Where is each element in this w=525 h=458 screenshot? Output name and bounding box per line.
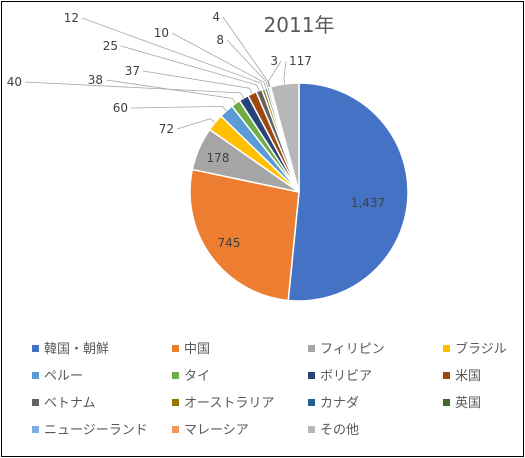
legend-label: ボリビア [320, 369, 372, 384]
legend-label: ブラジル [455, 341, 507, 357]
legend-swatch [172, 372, 179, 379]
legend-item: マレーシア [172, 423, 249, 438]
legend-item: 米国 [443, 369, 481, 384]
legend-label: 中国 [184, 342, 210, 357]
legend-item: フィリピン [308, 342, 385, 357]
legend-item: 中国 [172, 342, 210, 357]
legend-swatch [443, 372, 450, 379]
data-label: 60 [113, 101, 128, 115]
legend-label: カナダ [320, 396, 359, 411]
legend-swatch [32, 372, 39, 379]
leader-line [120, 45, 260, 91]
data-label: 8 [216, 33, 224, 47]
data-label: 40 [7, 75, 22, 89]
leader-line [226, 39, 269, 88]
pie-slice [269, 82, 300, 193]
legend-swatch [308, 399, 315, 406]
legend-swatch [32, 399, 39, 406]
legend-item: オーストラリア [172, 396, 274, 411]
leader-line [130, 105, 227, 112]
legend-swatch [308, 426, 315, 433]
data-label: 4 [212, 10, 220, 24]
leader-line [142, 70, 253, 94]
data-label: 72 [159, 122, 174, 136]
legend-label: ベトナム [44, 396, 96, 411]
leader-line [81, 17, 264, 90]
legend-label: その他 [320, 423, 359, 438]
legend-swatch [443, 399, 450, 406]
leader-line [283, 60, 287, 84]
legend-label: 米国 [455, 369, 481, 384]
data-label: 25 [103, 39, 118, 53]
legend-swatch [32, 426, 39, 433]
legend-label: ニュージーランド [44, 423, 148, 438]
data-label: 1,437 [351, 196, 385, 210]
data-label: 37 [125, 64, 140, 78]
legend-item: 英国 [443, 396, 481, 411]
data-label: 3 [270, 54, 278, 68]
legend-item: ブラジル [443, 341, 507, 357]
legend-item: ニュージーランド [32, 423, 148, 438]
legend-label: 韓国・朝鮮 [44, 342, 109, 357]
data-label: 117 [289, 54, 312, 68]
chart-title: 2011年 [264, 13, 335, 37]
legend-swatch [172, 345, 179, 352]
data-labels: 1,437 745 178 72 60 38 40 37 25 12 10 8 4 3 117 [7, 10, 385, 250]
legend-swatch [308, 372, 315, 379]
legend-label: ペルー [44, 369, 83, 384]
leader-line [176, 118, 216, 130]
leader-line [268, 60, 282, 88]
legend-swatch [308, 345, 315, 352]
legend-swatch [172, 426, 179, 433]
legend-label: マレーシア [184, 423, 249, 438]
legend-item: カナダ [308, 396, 359, 411]
leader-lines [24, 16, 287, 130]
leader-line [24, 81, 245, 99]
legend-swatch [443, 345, 450, 352]
data-label: 38 [88, 73, 103, 87]
legend-item: その他 [308, 423, 359, 438]
legend-swatch [32, 345, 39, 352]
legend-item: ベトナム [32, 396, 96, 411]
data-label: 178 [207, 151, 230, 165]
leader-line [222, 16, 270, 88]
data-label: 12 [64, 11, 79, 25]
pie-slices [189, 82, 409, 302]
legend-swatch [172, 399, 179, 406]
legend-label: 英国 [455, 396, 481, 411]
legend-label: タイ [184, 369, 210, 384]
leader-line [171, 32, 267, 89]
legend-item: ペルー [32, 369, 83, 384]
legend-label: オーストラリア [184, 396, 274, 411]
pie-slice [189, 168, 300, 302]
leader-line [105, 79, 236, 104]
legend-item: タイ [172, 369, 210, 384]
pie-slice [287, 82, 409, 302]
data-label: 10 [154, 26, 169, 40]
legend-label: フィリピン [320, 342, 385, 357]
data-label: 745 [218, 236, 241, 250]
legend-item: ボリビア [308, 369, 372, 384]
legend-item: 韓国・朝鮮 [32, 342, 109, 357]
